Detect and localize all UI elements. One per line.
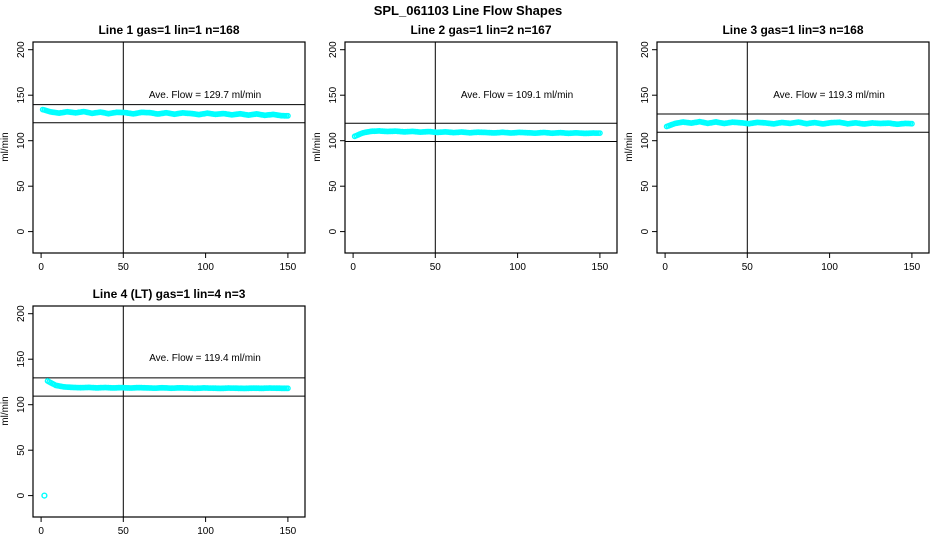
x-axis: 0 50 100 150 xyxy=(662,253,921,273)
panel-1-ylabel: ml/min xyxy=(0,132,11,161)
y-tick-label: 100 xyxy=(16,132,27,149)
panel-1-title: Line 1 gas=1 lin=1 n=168 xyxy=(98,23,239,37)
panel-4-ave-flow-label: Ave. Flow = 119.4 ml/min xyxy=(149,353,261,364)
y-tick-label: 100 xyxy=(640,132,651,149)
x-axis: 0 50 100 150 xyxy=(38,517,297,537)
y-tick-label: 50 xyxy=(16,180,27,192)
y-tick-label: 0 xyxy=(328,228,339,234)
panel-1-data-points xyxy=(39,106,291,119)
y-tick-label: 0 xyxy=(16,492,27,498)
x-tick-label: 0 xyxy=(38,262,44,273)
data-point xyxy=(284,112,291,119)
x-tick-label: 100 xyxy=(197,526,214,537)
x-tick-label: 100 xyxy=(821,262,838,273)
y-tick-label: 200 xyxy=(16,305,27,322)
panel-3-title: Line 3 gas=1 lin=3 n=168 xyxy=(722,23,863,37)
panel-1-ave-flow-label: Ave. Flow = 129.7 ml/min xyxy=(149,90,261,101)
panel-1: 0 50 100 150 0 50 100 150 200 xyxy=(16,41,306,273)
x-tick-label: 100 xyxy=(197,262,214,273)
y-tick-label: 100 xyxy=(16,396,27,413)
plot-box xyxy=(32,305,306,518)
panel-4-ylabel: ml/min xyxy=(0,396,11,425)
y-tick-label: 150 xyxy=(16,350,27,367)
y-tick-label: 150 xyxy=(328,86,339,103)
panel-4-title: Line 4 (LT) gas=1 lin=4 n=3 xyxy=(93,287,246,301)
y-axis: 0 50 100 150 200 xyxy=(16,41,33,234)
y-axis: 0 50 100 150 200 xyxy=(16,305,33,498)
x-tick-label: 50 xyxy=(118,526,130,537)
y-tick-label: 100 xyxy=(328,132,339,149)
y-tick-label: 150 xyxy=(640,86,651,103)
panel-3-ave-flow-label: Ave. Flow = 119.3 ml/min xyxy=(773,90,885,101)
main-title: SPL_061103 Line Flow Shapes xyxy=(374,3,563,18)
x-axis: 0 50 100 150 xyxy=(350,253,609,273)
y-tick-label: 50 xyxy=(16,444,27,456)
x-tick-label: 0 xyxy=(38,526,44,537)
y-tick-label: 200 xyxy=(640,41,651,58)
y-tick-label: 200 xyxy=(328,41,339,58)
y-tick-label: 0 xyxy=(640,228,651,234)
panel-2-ylabel: ml/min xyxy=(312,132,323,161)
x-tick-label: 50 xyxy=(430,262,442,273)
y-tick-label: 50 xyxy=(640,180,651,192)
x-tick-label: 50 xyxy=(742,262,754,273)
data-point xyxy=(909,120,915,127)
x-tick-label: 150 xyxy=(280,526,297,537)
panel-2: 0 50 100 150 0 50 100 150 200 xyxy=(328,41,618,273)
data-point xyxy=(597,130,603,137)
panel-3-data-points xyxy=(663,118,915,130)
x-tick-label: 0 xyxy=(350,262,356,273)
plot-box xyxy=(656,41,930,254)
x-tick-label: 50 xyxy=(118,262,130,273)
x-tick-label: 0 xyxy=(662,262,668,273)
data-point xyxy=(284,385,291,392)
y-axis: 0 50 100 150 200 xyxy=(640,41,657,234)
x-tick-label: 100 xyxy=(509,262,526,273)
y-axis: 0 50 100 150 200 xyxy=(328,41,345,234)
x-tick-label: 150 xyxy=(280,262,297,273)
panel-3-ylabel: ml/min xyxy=(624,132,635,161)
y-tick-label: 0 xyxy=(16,228,27,234)
outlier-point xyxy=(41,492,48,499)
x-tick-label: 150 xyxy=(904,262,921,273)
x-tick-label: 150 xyxy=(592,262,609,273)
panel-2-data-points xyxy=(351,127,603,140)
panel-2-ave-flow-label: Ave. Flow = 109.1 ml/min xyxy=(461,90,573,101)
y-tick-label: 150 xyxy=(16,86,27,103)
x-axis: 0 50 100 150 xyxy=(38,253,297,273)
plot-box xyxy=(32,41,306,254)
y-tick-label: 50 xyxy=(328,180,339,192)
panel-4-data-points xyxy=(41,378,291,499)
panel-2-title: Line 2 gas=1 lin=2 n=167 xyxy=(410,23,551,37)
plot-box xyxy=(344,41,618,254)
y-tick-label: 200 xyxy=(16,41,27,58)
panel-4: 0 50 100 150 0 50 100 150 200 xyxy=(16,305,306,537)
panel-3: 0 50 100 150 0 50 100 150 200 xyxy=(640,41,930,273)
